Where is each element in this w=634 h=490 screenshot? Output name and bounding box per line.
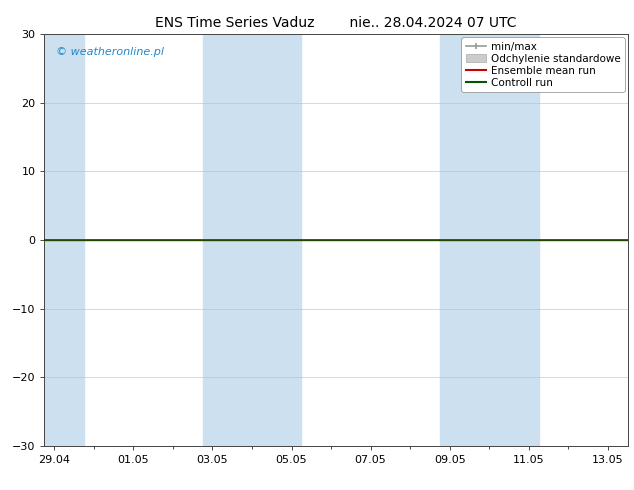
Bar: [202, 34, 301, 446]
Text: © weatheronline.pl: © weatheronline.pl: [56, 47, 164, 57]
Bar: [440, 34, 539, 446]
Legend: min/max, Odchylenie standardowe, Ensemble mean run, Controll run: min/max, Odchylenie standardowe, Ensembl…: [462, 37, 624, 92]
Bar: [44, 34, 84, 446]
Title: ENS Time Series Vaduz        nie.. 28.04.2024 07 UTC: ENS Time Series Vaduz nie.. 28.04.2024 0…: [155, 16, 517, 30]
